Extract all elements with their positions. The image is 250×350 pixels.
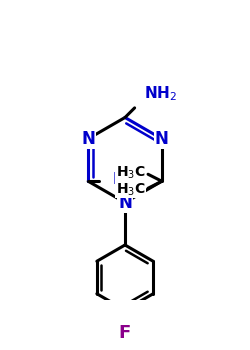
Text: N: N: [155, 130, 169, 148]
Text: NH$_2$: NH$_2$: [144, 84, 177, 103]
Text: N: N: [118, 194, 132, 211]
Text: H$_3$C: H$_3$C: [116, 165, 146, 181]
Text: H$_3$C: H$_3$C: [116, 181, 146, 198]
Text: NH$_2$: NH$_2$: [112, 171, 145, 189]
Text: F: F: [119, 324, 131, 342]
Text: N: N: [81, 130, 95, 148]
